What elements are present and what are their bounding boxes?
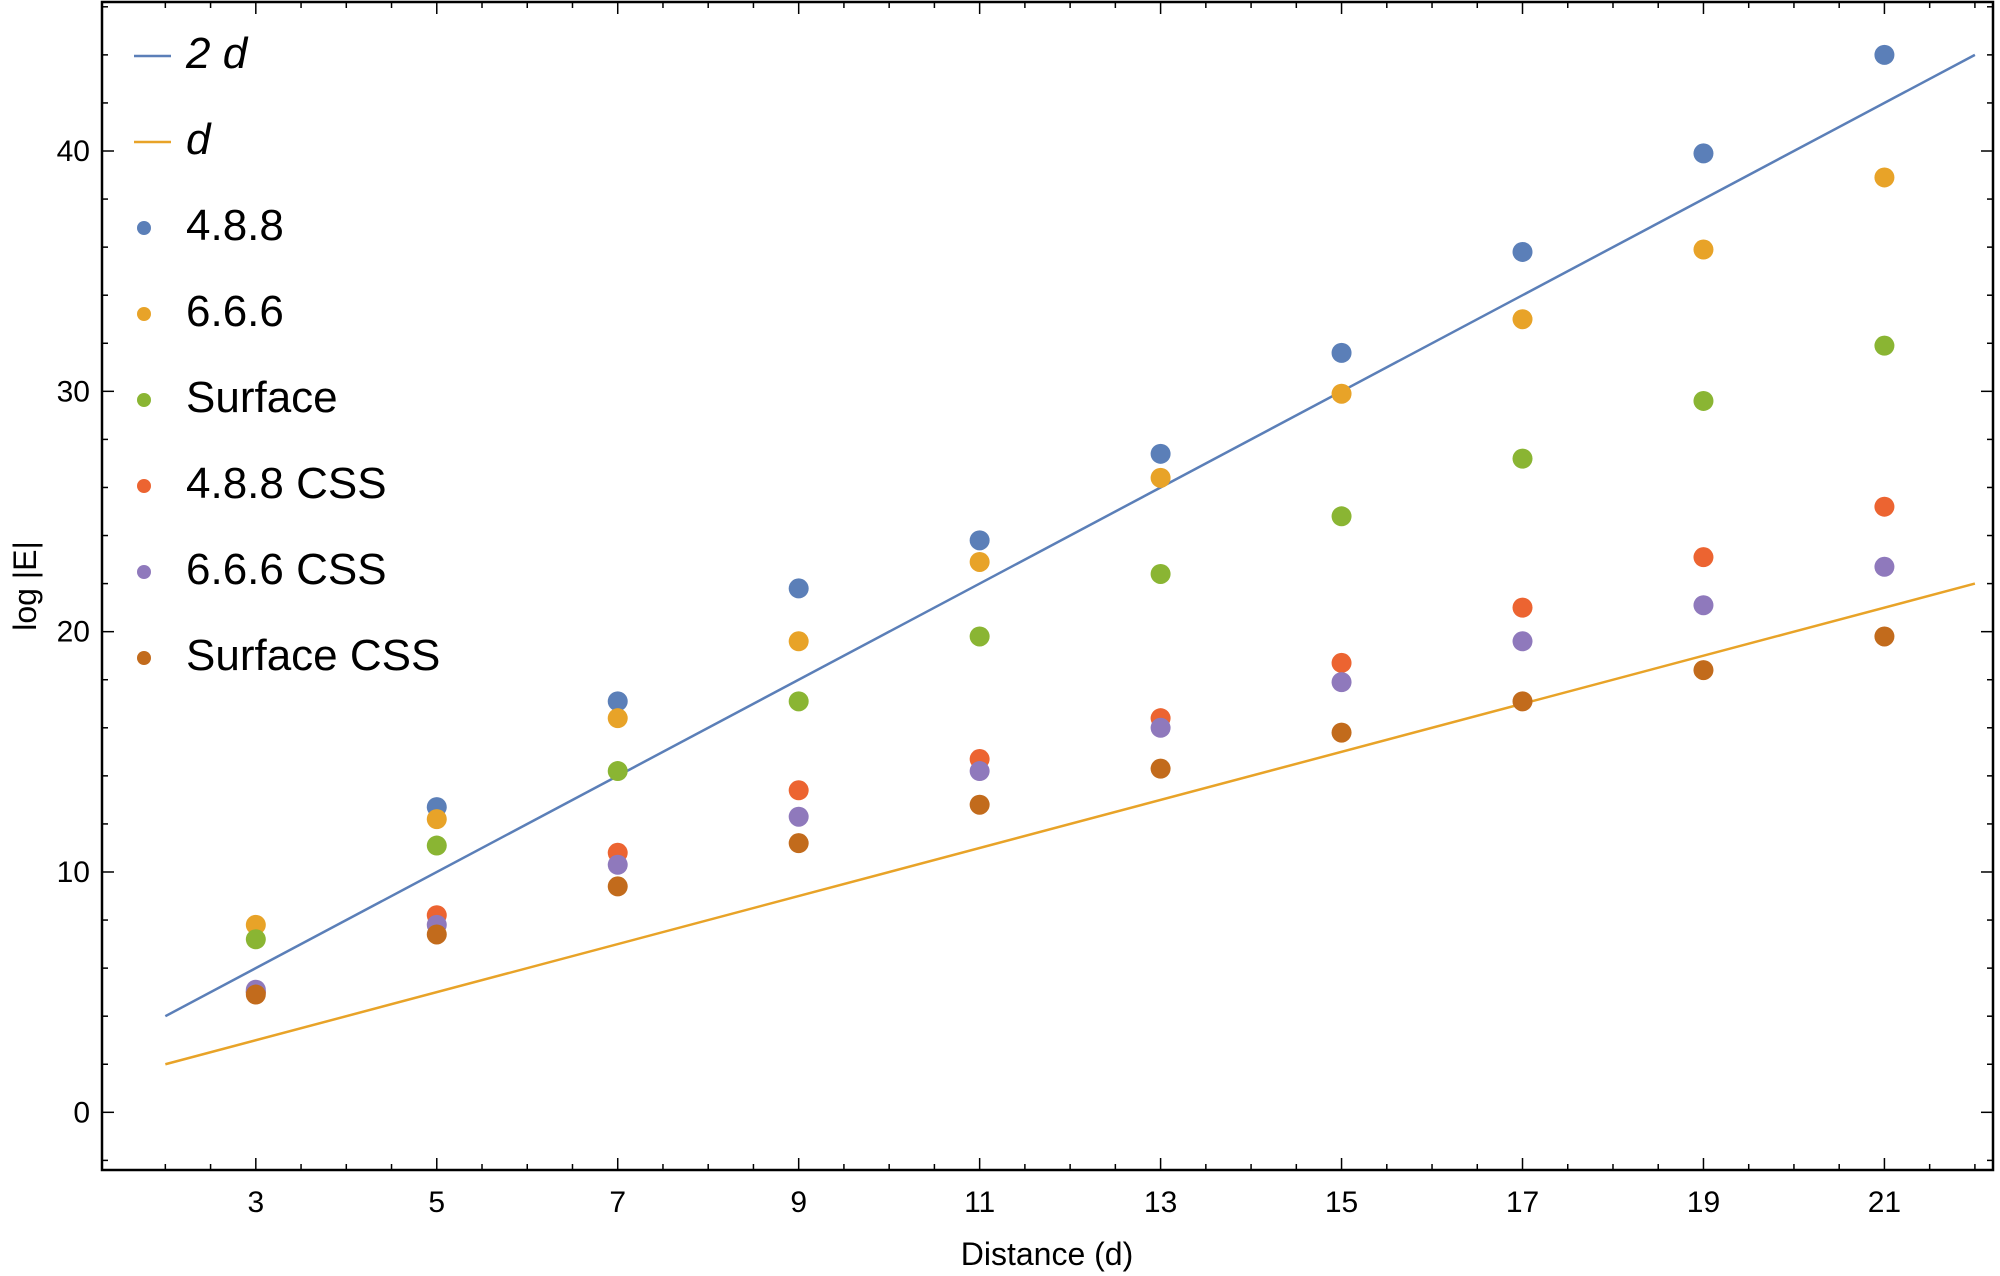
point-6-6-6-css <box>1150 717 1171 738</box>
point-4-8-8 <box>1150 443 1171 464</box>
point-4-8-8-css <box>788 780 809 801</box>
legend: 2 d d 4.8.8 6.6.6 Surface 4.8.8 CSS 6.6.6 CSS S… <box>134 29 440 680</box>
line-d <box>165 582 1976 1066</box>
point-4-8-8 <box>607 691 628 712</box>
point-6-6-6-css <box>1874 556 1895 577</box>
legend-point-swatch <box>137 479 151 493</box>
point-4-8-8-css <box>1693 547 1714 568</box>
point-4-8-8 <box>1331 342 1352 363</box>
point-surface <box>969 626 990 647</box>
point-4-8-8-css <box>1331 652 1352 673</box>
legend-label: 2 d <box>185 29 249 78</box>
x-tick-label: 3 <box>247 1186 264 1219</box>
x-tick-label: 19 <box>1687 1186 1720 1219</box>
legend-point-swatch <box>137 221 151 235</box>
point-6-6-6 <box>1512 309 1533 330</box>
x-tick-label: 13 <box>1144 1186 1177 1219</box>
point-6-6-6 <box>1331 383 1352 404</box>
y-tick-label: 20 <box>57 616 90 649</box>
point-4-8-8 <box>788 578 809 599</box>
point-4-8-8-css <box>1874 496 1895 517</box>
point-4-8-8 <box>1512 241 1533 262</box>
point-4-8-8 <box>969 530 990 551</box>
point-4-8-8-css <box>1512 597 1533 618</box>
point-6-6-6 <box>607 708 628 729</box>
point-6-6-6 <box>1693 239 1714 260</box>
point-surface-css <box>1693 660 1714 681</box>
legend-point-swatch <box>137 307 151 321</box>
point-surface <box>788 691 809 712</box>
x-tick-label: 9 <box>790 1186 807 1219</box>
legend-label: d <box>186 115 212 164</box>
y-tick-label: 30 <box>57 375 90 408</box>
point-6-6-6-css <box>1512 631 1533 652</box>
point-surface-css <box>426 924 447 945</box>
legend-point-swatch <box>137 393 151 407</box>
legend-point-swatch <box>137 565 151 579</box>
point-6-6-6 <box>426 809 447 830</box>
point-6-6-6 <box>969 551 990 572</box>
point-surface <box>426 835 447 856</box>
legend-label: 4.8.8 <box>186 201 284 250</box>
y-tick-label: 0 <box>73 1096 90 1129</box>
point-6-6-6-css <box>1331 672 1352 693</box>
x-tick-label: 11 <box>964 1186 995 1219</box>
x-tick-label: 15 <box>1325 1186 1358 1219</box>
x-tick-label: 17 <box>1506 1186 1539 1219</box>
point-6-6-6-css <box>969 761 990 782</box>
point-6-6-6-css <box>607 854 628 875</box>
point-surface <box>1331 506 1352 527</box>
x-axis-label: Distance (d) <box>961 1236 1134 1272</box>
legend-label: Surface <box>186 373 338 422</box>
point-surface-css <box>1150 758 1171 779</box>
point-4-8-8 <box>1693 143 1714 164</box>
legend-point-swatch <box>137 651 151 665</box>
point-surface <box>245 929 266 950</box>
point-surface-css <box>1512 691 1533 712</box>
point-6-6-6 <box>245 914 266 935</box>
x-tick-label: 7 <box>609 1186 626 1219</box>
point-surface <box>1150 563 1171 584</box>
y-tick-label: 10 <box>57 856 90 889</box>
point-surface-css <box>607 876 628 897</box>
reference-lines <box>164 53 1976 1066</box>
x-tick-label: 21 <box>1868 1186 1901 1219</box>
point-6-6-6 <box>1874 167 1895 188</box>
point-surface <box>1874 335 1895 356</box>
point-surface <box>1693 390 1714 411</box>
data-points <box>245 44 1895 1005</box>
line-2d <box>164 53 1976 1018</box>
y-axis-label: log |E| <box>7 541 43 631</box>
point-4-8-8 <box>1874 44 1895 65</box>
y-tick-label: 40 <box>57 135 90 168</box>
plot-frame <box>100 0 1995 1172</box>
point-surface-css <box>1331 722 1352 743</box>
point-surface-css <box>1874 626 1895 647</box>
point-6-6-6-css <box>788 806 809 827</box>
axis-ticks: 3 5 7 9 11 13 15 17 19 21 0 10 20 30 40 <box>57 2 1993 1219</box>
point-6-6-6 <box>788 631 809 652</box>
point-surface-css <box>245 984 266 1005</box>
legend-label: 4.8.8 CSS <box>186 459 387 508</box>
point-6-6-6-css <box>1693 595 1714 616</box>
x-tick-label: 5 <box>428 1186 445 1219</box>
point-6-6-6 <box>1150 467 1171 488</box>
legend-label: Surface CSS <box>186 631 440 680</box>
point-surface <box>1512 448 1533 469</box>
legend-label: 6.6.6 <box>186 287 284 336</box>
point-surface <box>607 761 628 782</box>
point-surface-css <box>969 794 990 815</box>
point-surface-css <box>788 833 809 854</box>
legend-label: 6.6.6 CSS <box>186 545 387 594</box>
